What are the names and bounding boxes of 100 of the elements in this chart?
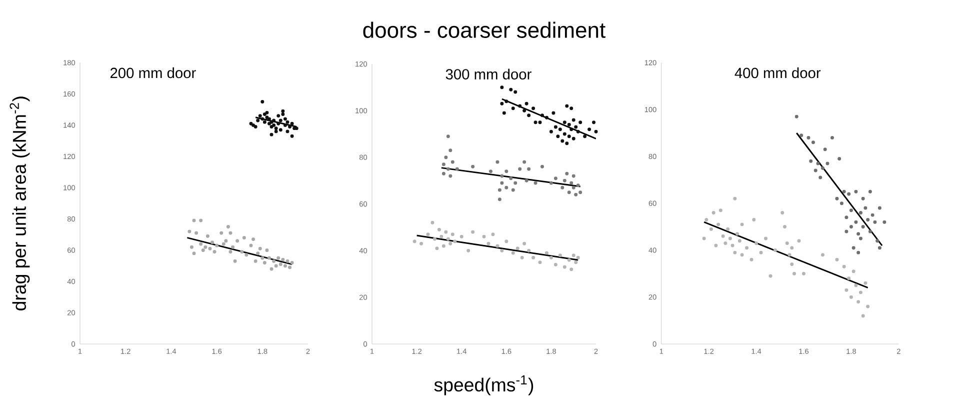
point [504,170,508,174]
point [278,262,282,266]
point [281,112,285,116]
point [509,176,513,180]
point [532,106,536,110]
point [504,240,508,244]
point [527,167,531,171]
chart-subtitle: 400 mm door [734,67,821,78]
point [858,236,862,240]
point [858,210,862,214]
point [215,244,219,248]
point [840,202,844,206]
point [283,117,287,121]
point [826,162,830,166]
point [562,265,566,269]
point [522,242,526,246]
point [500,86,504,90]
point [574,125,578,129]
point [498,188,502,192]
point [572,254,576,258]
point [549,130,553,134]
point [806,136,810,140]
point [768,274,772,278]
point [210,240,214,244]
point [444,156,448,160]
point [849,208,853,212]
point [516,246,520,250]
point [208,246,212,250]
point [558,128,562,132]
point [199,242,203,246]
point [201,248,205,252]
point [286,259,290,263]
point [256,252,260,256]
point [453,240,457,244]
point [256,118,260,122]
point [861,196,865,200]
point [274,264,278,268]
point [446,134,450,138]
y-axis-title: drag per unit area (kNm$^{-2}$) [10,96,30,310]
point [496,244,500,248]
point [790,246,794,250]
point [281,109,285,113]
point [262,112,266,116]
point [228,231,232,235]
point [270,125,274,128]
point [268,256,271,260]
point [780,210,784,214]
point [558,254,562,258]
point [524,102,528,106]
point [254,125,258,128]
point [194,231,198,235]
point [249,244,253,248]
point [242,236,246,240]
point [754,241,758,245]
point [567,122,571,126]
point [733,250,737,254]
point [518,167,522,171]
chart-subtitle: 200 mm door [110,67,196,78]
point [270,267,274,271]
point [274,126,278,130]
point [455,167,459,171]
point [534,120,538,124]
point [430,220,434,224]
point [876,239,880,243]
point [702,236,706,240]
point [448,174,452,178]
point [446,167,450,171]
point [258,114,262,118]
point [588,128,592,132]
point [565,172,569,176]
point [714,244,718,248]
point [283,123,287,127]
point [471,164,475,168]
point [790,262,794,266]
point [740,253,744,257]
point [236,239,240,243]
point [861,225,865,229]
point [190,245,194,249]
point [718,208,722,212]
point [864,281,868,285]
point [866,218,870,222]
point [260,117,264,121]
point [514,181,518,185]
point [538,260,542,264]
point [583,134,587,138]
point [565,142,569,146]
point [199,218,203,222]
point [576,256,580,260]
point [486,242,490,246]
point [842,190,846,194]
point [276,256,280,260]
point [814,168,818,172]
point [442,162,446,166]
point [570,181,574,185]
point [592,120,596,124]
point [260,100,264,104]
point [567,134,571,138]
point [856,232,860,236]
point [788,253,792,257]
point [854,220,858,224]
